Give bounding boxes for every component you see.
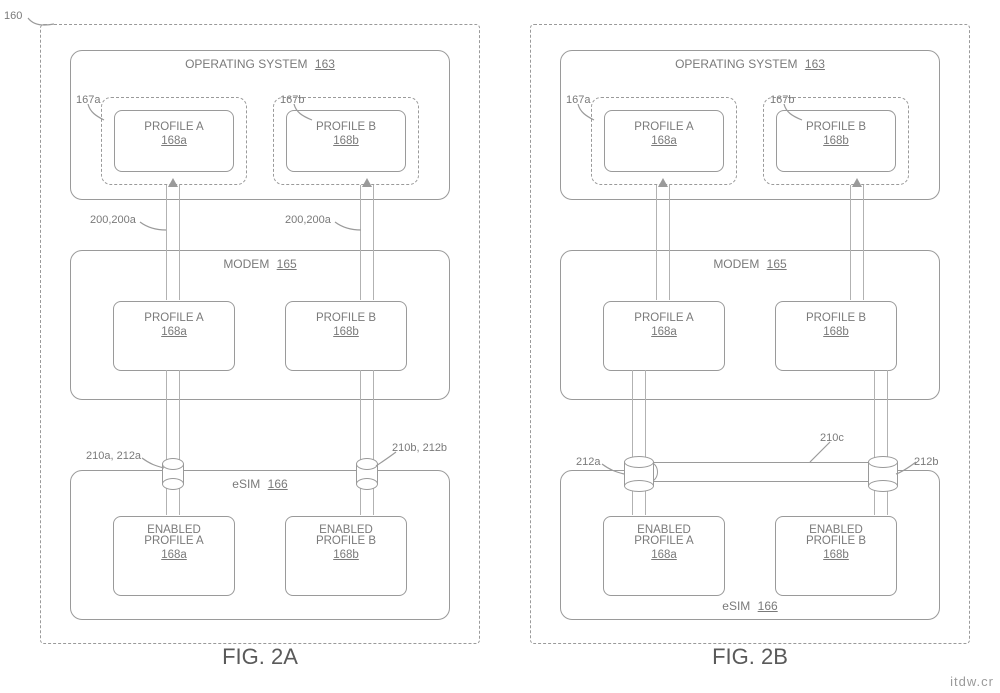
refnum-200-left: 200,200a [90,214,136,226]
os-title-ref: 163 [315,57,335,71]
modem-title-text: MODEM [223,257,269,271]
esim-profile-b-box: ENABLED PROFILE B 168b [285,516,407,596]
watermark: itdw.cr [950,674,994,689]
os-panel: OPERATING SYSTEM 163 PROFILE A 168a PROF… [70,50,450,200]
modem-title-text-b: MODEM [713,257,759,271]
refnum-160: 160 [4,10,22,22]
modem-profile-b-ref: 168b [286,326,406,338]
refnum-167a: 167a [76,94,100,106]
os-title-ref-b: 163 [805,57,825,71]
horizontal-cylinder [642,462,896,482]
refnum-210b: 210b, 212b [392,442,447,454]
os-title: OPERATING SYSTEM 163 [71,57,449,71]
os-profile-b-ref-b: 168b [777,135,895,147]
refnum-210a: 210a, 212a [86,450,141,462]
arrow-upper-left-b [658,178,668,187]
esim-profile-a-ref-b: 168a [604,549,724,561]
pipe-lower-left [166,370,180,515]
leader-210a [142,454,168,472]
modem-title-b: MODEM 165 [561,257,939,271]
refnum-167b: 167b [280,94,304,106]
os-profile-a-ref: 168a [115,135,233,147]
leader-200-left [140,218,170,236]
refnum-212a-b: 212a [576,456,600,468]
refnum-210c: 210c [820,432,844,444]
modem-profile-a-label: PROFILE A [114,312,234,324]
pipe-lower-left-b [632,370,646,515]
esim-profile-a-l2-b: PROFILE A [604,535,724,547]
figure-caption-2a: FIG. 2A [30,644,490,670]
pipe-upper-right-b [850,185,864,300]
os-title-b: OPERATING SYSTEM 163 [561,57,939,71]
esim-profile-b-l2: PROFILE B [286,535,406,547]
os-title-text: OPERATING SYSTEM [185,57,307,71]
modem-title-ref-b: 165 [767,257,787,271]
figure-2b: OPERATING SYSTEM 163 PROFILE A 168a PROF… [520,10,980,670]
arrow-upper-right [362,178,372,187]
os-profile-a-label: PROFILE A [115,121,233,133]
modem-profile-a-box: PROFILE A 168a [113,301,235,371]
esim-title-text: eSIM [232,477,260,491]
refnum-167a-b: 167a [566,94,590,106]
modem-profile-b-label-b: PROFILE B [776,312,896,324]
pipe-upper-right [360,185,374,300]
modem-title: MODEM 165 [71,257,449,271]
pipe-upper-left [166,185,180,300]
esim-title: eSIM 166 [71,477,449,491]
modem-profile-a-ref: 168a [114,326,234,338]
esim-profile-a-l2: PROFILE A [114,535,234,547]
esim-title-b: eSIM 166 [561,599,939,613]
esim-title-ref-b: 166 [758,599,778,613]
cylinder-right-b [868,456,898,492]
os-profile-a-box: PROFILE A 168a [114,110,234,172]
os-panel-b: OPERATING SYSTEM 163 PROFILE A 168a PROF… [560,50,940,200]
arrow-upper-right-b [852,178,862,187]
modem-profile-a-ref-b: 168a [604,326,724,338]
os-profile-a-ref-b: 168a [605,135,723,147]
leader-200-right [335,218,365,236]
os-title-text-b: OPERATING SYSTEM [675,57,797,71]
modem-profile-b-box-b: PROFILE B 168b [775,301,897,371]
esim-profile-a-box-b: ENABLED PROFILE A 168a [603,516,725,596]
esim-profile-b-ref-b: 168b [776,549,896,561]
cylinder-left-b [624,456,654,492]
os-profile-a-box-b: PROFILE A 168a [604,110,724,172]
refnum-167b-b: 167b [770,94,794,106]
esim-profile-b-box-b: ENABLED PROFILE B 168b [775,516,897,596]
esim-profile-b-ref: 168b [286,549,406,561]
pipe-upper-left-b [656,185,670,300]
os-profile-b-label: PROFILE B [287,121,405,133]
modem-profile-a-box-b: PROFILE A 168a [603,301,725,371]
esim-profile-b-l2-b: PROFILE B [776,535,896,547]
modem-profile-b-ref-b: 168b [776,326,896,338]
modem-panel: MODEM 165 PROFILE A 168a PROFILE B 168b [70,250,450,400]
pipe-lower-right-b [874,370,888,515]
esim-profile-a-ref: 168a [114,549,234,561]
data-channel-left-b: PROFILE A 168a [591,97,737,185]
modem-profile-b-label: PROFILE B [286,312,406,324]
esim-profile-a-box: ENABLED PROFILE A 168a [113,516,235,596]
esim-title-text-b: eSIM [722,599,750,613]
refnum-200-right: 200,200a [285,214,331,226]
os-profile-b-ref: 168b [287,135,405,147]
leader-212a-b [602,460,628,478]
modem-profile-a-label-b: PROFILE A [604,312,724,324]
esim-panel: eSIM 166 ENABLED PROFILE A 168a ENABLED … [70,470,450,620]
refnum-212b-b: 212b [914,456,938,468]
figure-2a: 160 OPERATING SYSTEM 163 PROFILE A 168a … [30,10,490,670]
data-channel-left: PROFILE A 168a [101,97,247,185]
figure-caption-2b: FIG. 2B [520,644,980,670]
os-profile-b-label-b: PROFILE B [777,121,895,133]
modem-title-ref: 165 [277,257,297,271]
esim-title-ref: 166 [268,477,288,491]
pipe-lower-right [360,370,374,515]
modem-profile-b-box: PROFILE B 168b [285,301,407,371]
leader-160 [28,12,68,32]
os-profile-a-label-b: PROFILE A [605,121,723,133]
arrow-upper-left [168,178,178,187]
